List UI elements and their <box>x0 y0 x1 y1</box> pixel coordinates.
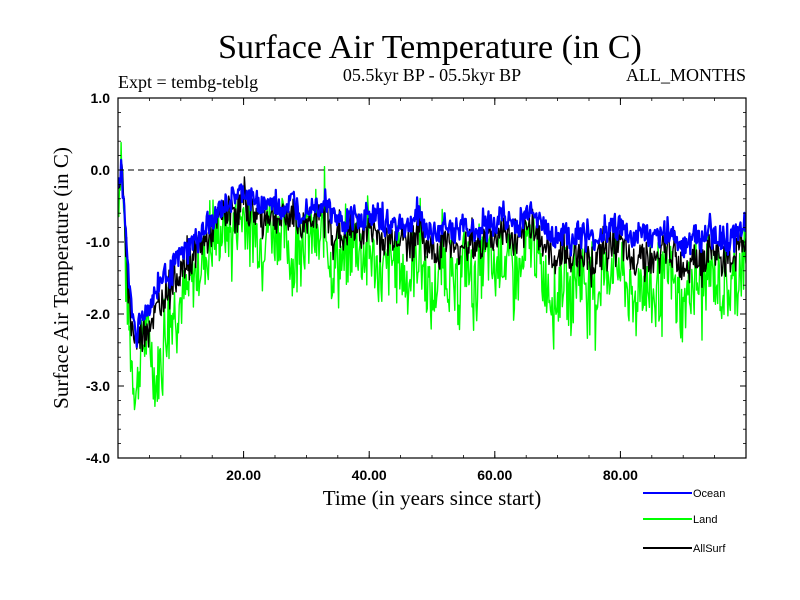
legend-label-ocean: Ocean <box>693 488 725 500</box>
y-tick-label: 0.0 <box>91 162 111 178</box>
y-tick-label: -2.0 <box>86 306 110 322</box>
series-layer <box>118 141 746 411</box>
chart-subtitle-center: 05.5kyr BP - 05.5kyr BP <box>343 65 521 85</box>
x-tick-label: 60.00 <box>477 467 512 483</box>
x-axis-label: Time (in years since start) <box>323 486 542 510</box>
ticks-layer: 1.0 0.0 -1.0 -2.0 -3.0 -4.0 20.00 40.00 60.00 80.… <box>86 90 746 483</box>
y-tick-label: -3.0 <box>86 378 110 394</box>
x-tick-label: 80.00 <box>603 467 638 483</box>
y-tick-label: 1.0 <box>91 90 111 106</box>
y-tick-label: -1.0 <box>86 234 110 250</box>
series-line-land <box>118 141 746 411</box>
y-tick-label: -4.0 <box>86 450 110 466</box>
chart-subtitle-left: Expt = tembg-teblg <box>118 72 258 92</box>
chart-title: Surface Air Temperature (in C) <box>218 29 642 66</box>
legend: Ocean Land AllSurf <box>643 488 726 555</box>
legend-label-allsurf: AllSurf <box>693 543 726 555</box>
chart-subtitle-right: ALL_MONTHS <box>626 65 746 85</box>
x-tick-label: 40.00 <box>352 467 387 483</box>
y-axis-label: Surface Air Temperature (in C) <box>49 147 73 409</box>
legend-label-land: Land <box>693 514 717 526</box>
series-line-ocean <box>118 158 746 349</box>
plot-frame <box>117 97 747 459</box>
x-tick-label: 20.00 <box>226 467 261 483</box>
